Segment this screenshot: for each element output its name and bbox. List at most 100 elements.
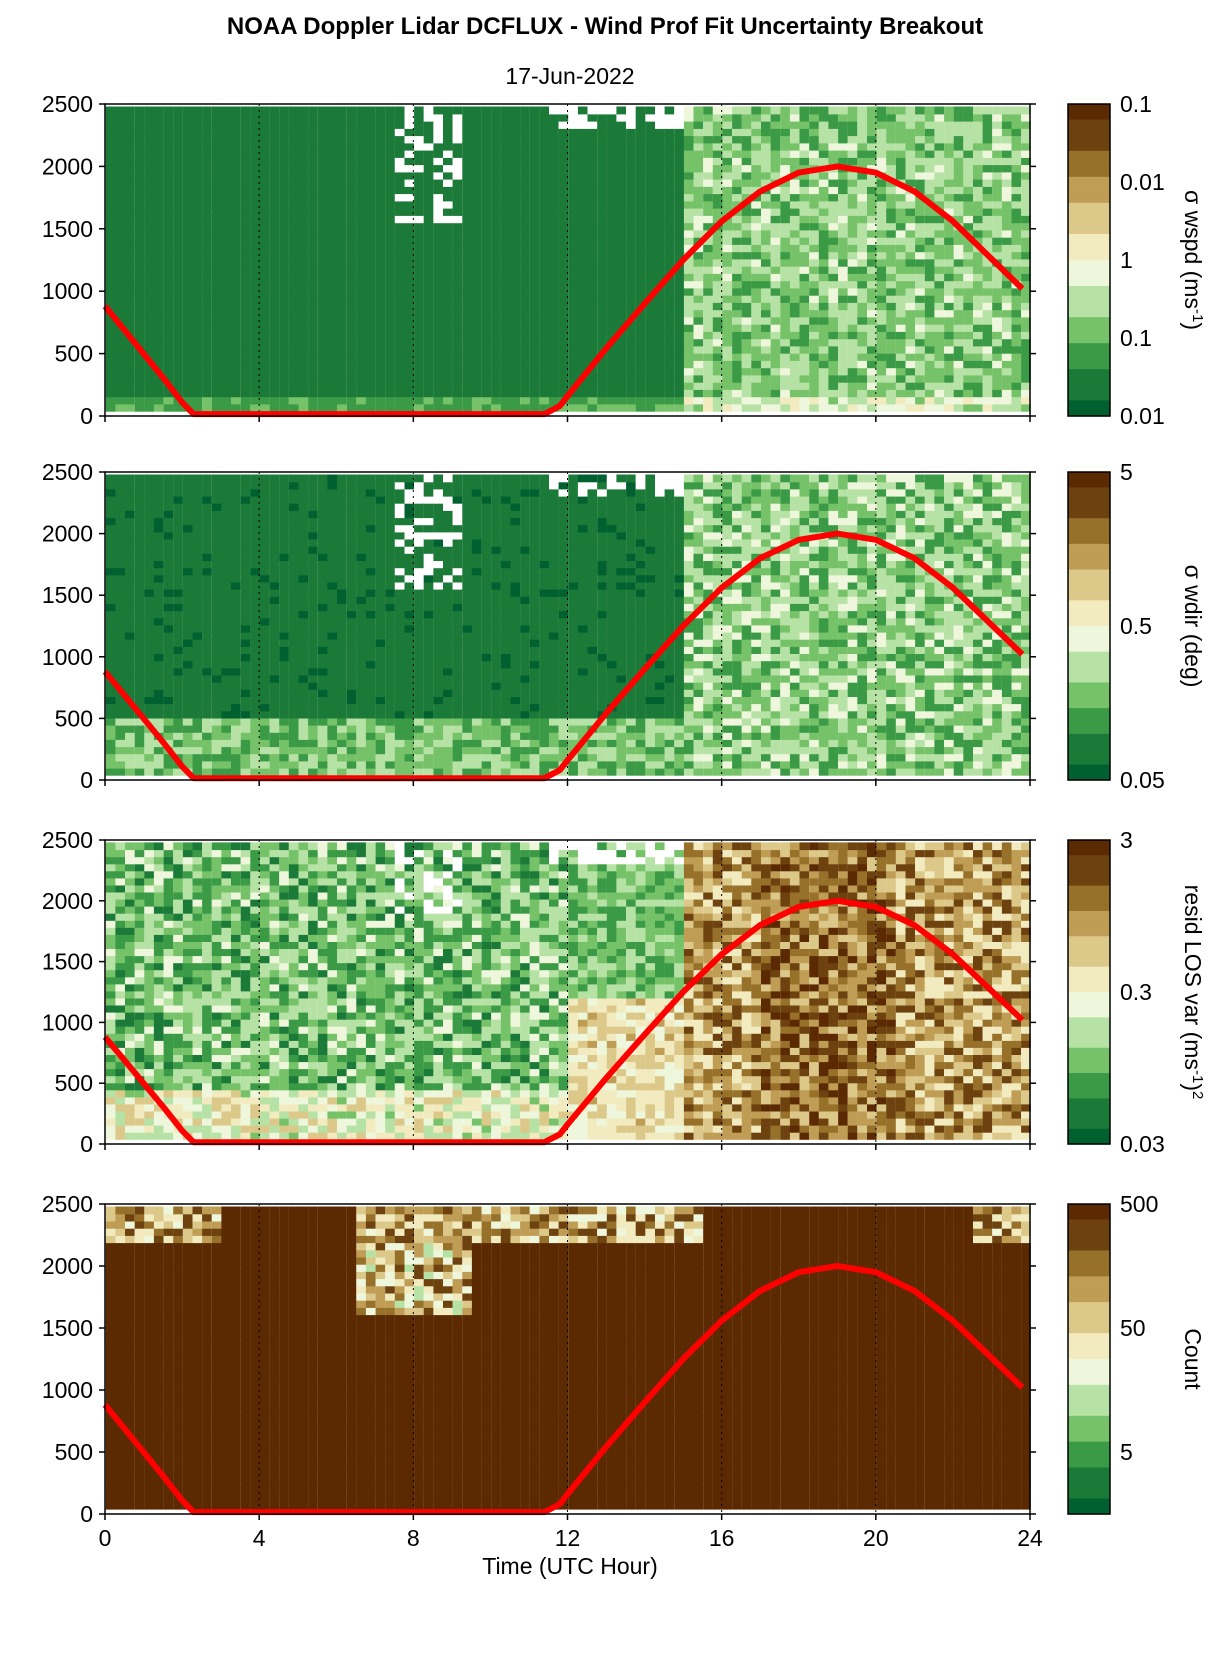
- heatmap-cell: [182, 746, 193, 755]
- heatmap-cell: [539, 396, 550, 405]
- heatmap-cell: [173, 324, 183, 332]
- heatmap-cell: [761, 324, 771, 332]
- heatmap-cell: [895, 208, 906, 216]
- heatmap-cell: [491, 273, 501, 282]
- heatmap-cell: [703, 251, 713, 260]
- heatmap-cell: [1001, 222, 1012, 231]
- heatmap-cell: [192, 135, 203, 144]
- heatmap-cell: [761, 374, 771, 383]
- heatmap-cell: [394, 251, 405, 260]
- heatmap-cell: [568, 251, 578, 260]
- heatmap-cell: [452, 316, 463, 325]
- heatmap-cell: [886, 324, 896, 332]
- heatmap-cell: [491, 258, 501, 267]
- heatmap-cell: [250, 553, 260, 561]
- heatmap-cell: [211, 222, 222, 231]
- heatmap-cell: [346, 106, 357, 115]
- heatmap-cell: [818, 222, 829, 231]
- heatmap-cell: [385, 157, 395, 166]
- heatmap-cell: [751, 222, 761, 231]
- heatmap-cell: [828, 295, 839, 303]
- heatmap-cell: [298, 725, 309, 733]
- heatmap-cell: [404, 266, 415, 274]
- heatmap-cell: [269, 531, 280, 540]
- heatmap-cell: [163, 396, 174, 405]
- heatmap-cell: [452, 302, 463, 311]
- heatmap-cell: [683, 142, 694, 151]
- heatmap-cell: [674, 157, 684, 166]
- heatmap-cell: [192, 237, 203, 245]
- heatmap-cell: [231, 689, 241, 697]
- heatmap-cell: [279, 725, 289, 733]
- heatmap-cell: [288, 200, 299, 209]
- heatmap-cell: [558, 208, 569, 216]
- heatmap-cell: [125, 603, 135, 612]
- heatmap-cell: [125, 142, 135, 151]
- heatmap-cell: [231, 106, 241, 115]
- heatmap-cell: [192, 660, 203, 669]
- heatmap-cell: [645, 157, 656, 166]
- heatmap-cell: [789, 374, 800, 383]
- heatmap-cell: [163, 179, 174, 187]
- heatmap-cell: [269, 389, 280, 398]
- heatmap-cell: [500, 193, 511, 202]
- heatmap-cell: [153, 703, 164, 712]
- heatmap-cell: [915, 113, 925, 122]
- heatmap-cell: [317, 309, 328, 318]
- heatmap-cell: [115, 374, 126, 383]
- heatmap-cell: [462, 135, 472, 144]
- heatmap-cell: [558, 266, 569, 274]
- heatmap-cell: [838, 367, 848, 376]
- heatmap-cell: [163, 553, 174, 561]
- heatmap-cell: [211, 215, 222, 224]
- heatmap-cell: [125, 338, 135, 347]
- heatmap-cell: [231, 135, 241, 144]
- heatmap-cell: [751, 142, 761, 151]
- y-tick-label: 1000: [42, 278, 93, 304]
- heatmap-cell: [462, 179, 472, 187]
- heatmap-cell: [356, 200, 366, 209]
- heatmap-cell: [337, 229, 347, 238]
- colorbar-segment: [1068, 234, 1110, 240]
- heatmap-cell: [337, 200, 347, 209]
- heatmap-cell: [240, 331, 251, 340]
- heatmap-cell: [549, 360, 559, 369]
- heatmap-cell: [847, 273, 858, 282]
- heatmap-cell: [645, 150, 656, 158]
- heatmap-cell: [182, 495, 193, 504]
- heatmap-cell: [818, 258, 829, 267]
- heatmap-cell: [838, 106, 848, 115]
- heatmap-cell: [895, 244, 906, 253]
- heatmap-cell: [259, 331, 270, 340]
- heatmap-cell: [712, 113, 723, 122]
- heatmap-cell: [712, 121, 723, 129]
- heatmap-cell: [809, 128, 819, 137]
- heatmap-cell: [838, 389, 848, 398]
- heatmap-cell: [125, 610, 135, 619]
- heatmap-cell: [1021, 200, 1031, 209]
- heatmap-cell: [597, 222, 607, 231]
- heatmap-cell: [799, 142, 810, 151]
- heatmap-cell: [655, 287, 665, 296]
- heatmap-cell: [828, 222, 839, 231]
- heatmap-cell: [279, 244, 289, 253]
- heatmap-cell: [231, 660, 241, 669]
- heatmap-cell: [173, 237, 183, 245]
- heatmap-cell: [346, 353, 357, 361]
- heatmap-cell: [462, 222, 472, 231]
- heatmap-cell: [549, 374, 559, 383]
- heatmap-cell: [211, 567, 222, 576]
- heatmap-cell: [346, 287, 357, 296]
- heatmap-cell: [953, 295, 964, 303]
- heatmap-cell: [298, 760, 309, 769]
- heatmap-cell: [182, 732, 193, 740]
- heatmap-cell: [568, 215, 578, 224]
- heatmap-cell: [414, 229, 424, 238]
- heatmap-cell: [780, 360, 790, 369]
- heatmap-cell: [924, 208, 935, 216]
- heatmap-cell: [365, 403, 376, 412]
- heatmap-cell: [462, 193, 472, 202]
- heatmap-cell: [789, 215, 800, 224]
- heatmap-cell: [857, 353, 867, 361]
- heatmap-cell: [240, 524, 251, 533]
